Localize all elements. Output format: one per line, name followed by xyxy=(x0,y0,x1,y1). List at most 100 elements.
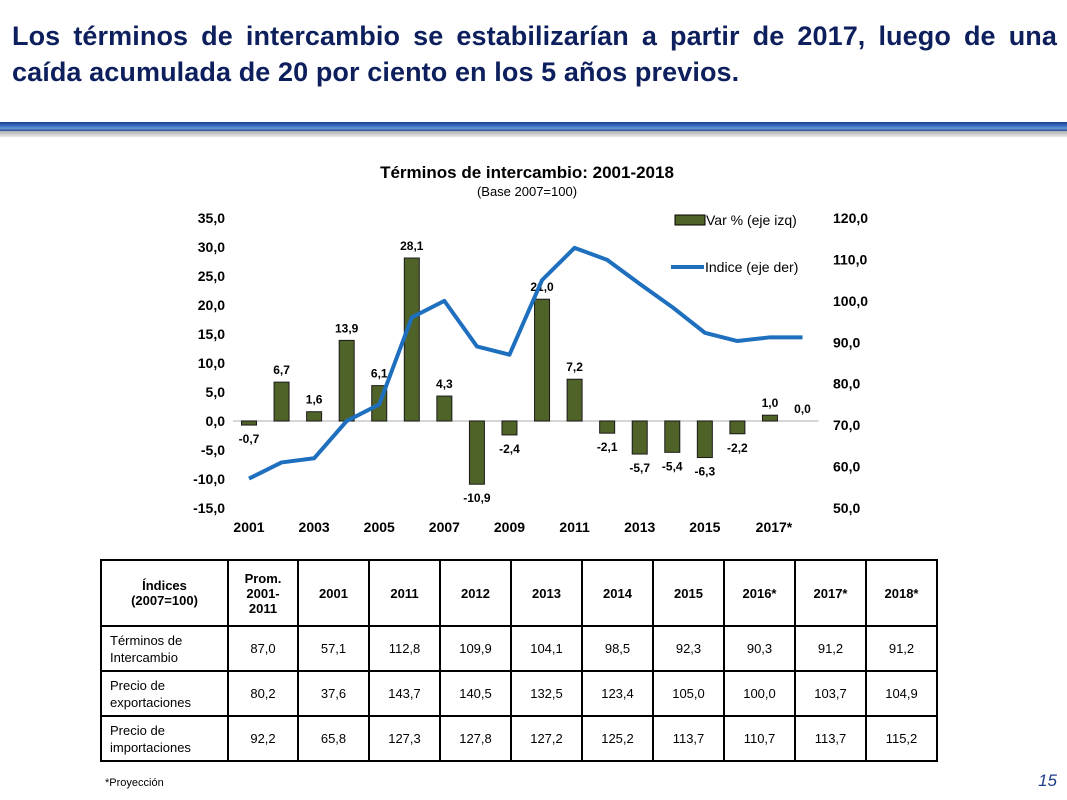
bar-data-label: -6,3 xyxy=(694,465,715,479)
x-axis-tick-label: 2003 xyxy=(299,519,330,535)
table-cell: 87,0 xyxy=(227,625,299,672)
table-cell: 91,2 xyxy=(865,625,938,672)
left-axis-tick-label: 25,0 xyxy=(198,268,225,284)
bar xyxy=(468,420,485,485)
bar xyxy=(631,420,648,455)
table-header-cell: 2015 xyxy=(652,559,725,627)
left-axis-tick-label: 35,0 xyxy=(198,210,225,226)
x-axis-tick-label: 2017* xyxy=(756,519,793,535)
table-row-label: Términos de Intercambio xyxy=(100,625,229,672)
bar-data-label: -5,7 xyxy=(629,461,650,475)
bar-data-label: -2,2 xyxy=(727,441,748,455)
bar xyxy=(436,395,453,422)
left-axis-tick-label: 20,0 xyxy=(198,297,225,313)
x-axis-tick-label: 2015 xyxy=(689,519,720,535)
right-axis-tick-label: 70,0 xyxy=(833,417,860,433)
bar xyxy=(729,420,746,435)
table-cell: 57,1 xyxy=(297,625,370,672)
legend: Var % (eje izq) Indice (eje der) xyxy=(671,212,798,275)
terms-of-trade-chart: Términos de intercambio: 2001-2018 (Base… xyxy=(193,163,868,535)
bar-data-label: 4,3 xyxy=(436,377,453,391)
table-header-cell: 2011 xyxy=(368,559,441,627)
table-cell: 65,8 xyxy=(297,715,370,762)
right-axis-tick-label: 100,0 xyxy=(833,293,868,309)
bar-data-label: 28,1 xyxy=(400,239,424,253)
bar xyxy=(599,420,616,434)
footnote: *Proyección xyxy=(105,777,164,789)
table-cell: 80,2 xyxy=(227,670,299,717)
table-cell: 37,6 xyxy=(297,670,370,717)
bar xyxy=(696,420,713,459)
bar xyxy=(664,420,681,453)
bar-data-label: -2,4 xyxy=(499,442,520,456)
right-axis: 120,0 110,0 100,0 90,0 80,0 70,0 60,0 50,0 xyxy=(833,210,868,516)
left-axis-tick-label: 5,0 xyxy=(206,384,226,400)
table-cell: 110,7 xyxy=(723,715,796,762)
x-axis-tick-label: 2001 xyxy=(233,519,264,535)
bar-series xyxy=(241,257,778,485)
table-cell: 92,3 xyxy=(652,625,725,672)
table-cell: 123,4 xyxy=(581,670,654,717)
table-row-label: Precio de importaciones xyxy=(100,715,229,762)
slide-title: Los términos de intercambio se estabiliz… xyxy=(12,21,1057,87)
table-cell: 113,7 xyxy=(652,715,725,762)
table-cell: 90,3 xyxy=(723,625,796,672)
table-cell: 127,3 xyxy=(368,715,441,762)
table-cell: 109,9 xyxy=(439,625,512,672)
bar-data-labels: -0,76,71,613,96,128,14,3-10,9-2,421,07,2… xyxy=(239,239,812,505)
bar xyxy=(534,298,551,422)
table-header-cell: Prom. 2001- 2011 xyxy=(227,559,299,627)
table-cell: 112,8 xyxy=(368,625,441,672)
chart-title: Términos de intercambio: 2001-2018 xyxy=(380,163,674,182)
table-cell: 104,9 xyxy=(865,670,938,717)
legend-bar-swatch xyxy=(674,214,706,226)
table-row: Términos de Intercambio 87,0 57,1 112,8 1… xyxy=(100,625,938,672)
right-axis-tick-label: 110,0 xyxy=(833,251,867,267)
table-cell: 125,2 xyxy=(581,715,654,762)
bar xyxy=(501,420,518,436)
bar xyxy=(306,411,323,422)
left-axis-tick-label: 15,0 xyxy=(198,326,225,342)
right-axis-tick-label: 90,0 xyxy=(833,334,860,350)
bar-data-label: 1,6 xyxy=(306,393,323,407)
table-header-cell: 2014 xyxy=(581,559,654,627)
left-axis: 35,0 30,0 25,0 20,0 15,0 10,0 5,0 0,0 -5,0 -10,0 -… xyxy=(193,210,225,516)
legend-bar-label: Var % (eje izq) xyxy=(706,212,797,228)
table-row-label: Precio de exportaciones xyxy=(100,670,229,717)
table-cell: 100,0 xyxy=(723,670,796,717)
bar-data-label: 6,7 xyxy=(273,363,290,377)
bar xyxy=(761,414,778,422)
table-header-cell: 2017* xyxy=(794,559,867,627)
bar-data-label: 13,9 xyxy=(335,321,359,335)
legend-line-label: Indice (eje der) xyxy=(705,259,798,275)
table-row: Precio de exportaciones 80,2 37,6 143,7 1… xyxy=(100,670,938,717)
table-cell: 104,1 xyxy=(510,625,583,672)
table-header-cell: 2013 xyxy=(510,559,583,627)
right-axis-tick-label: 80,0 xyxy=(833,376,860,392)
x-axis-tick-label: 2009 xyxy=(494,519,525,535)
bar-data-label: -5,4 xyxy=(662,459,683,473)
table-cell: 98,5 xyxy=(581,625,654,672)
right-axis-tick-label: 120,0 xyxy=(833,210,868,226)
bar-data-label: 1,0 xyxy=(762,396,779,410)
chart-subtitle: (Base 2007=100) xyxy=(477,184,577,199)
table-cell: 132,5 xyxy=(510,670,583,717)
x-axis-tick-label: 2005 xyxy=(364,519,395,535)
x-axis-tick-label: 2011 xyxy=(559,519,590,535)
table-cell: 143,7 xyxy=(368,670,441,717)
bar-data-label: -0,7 xyxy=(239,432,260,446)
bar xyxy=(566,378,583,422)
bar xyxy=(403,257,420,422)
bar-data-label: -10,9 xyxy=(463,491,491,505)
right-axis-tick-label: 50,0 xyxy=(833,500,860,516)
table-header-cell: 2012 xyxy=(439,559,512,627)
x-axis: 2001 2003 2005 2007 2009 2011 2013 2015 2017* xyxy=(233,519,792,535)
indices-table: Índices (2007=100) Prom. 2001- 2011 2001… xyxy=(100,559,938,762)
left-axis-tick-label: -5,0 xyxy=(201,442,225,458)
table-cell: 140,5 xyxy=(439,670,512,717)
table-row: Precio de importaciones 92,2 65,8 127,3 1… xyxy=(100,715,938,762)
table-cell: 127,2 xyxy=(510,715,583,762)
table-cell: 127,8 xyxy=(439,715,512,762)
right-axis-tick-label: 60,0 xyxy=(833,459,860,475)
bar xyxy=(338,339,355,422)
